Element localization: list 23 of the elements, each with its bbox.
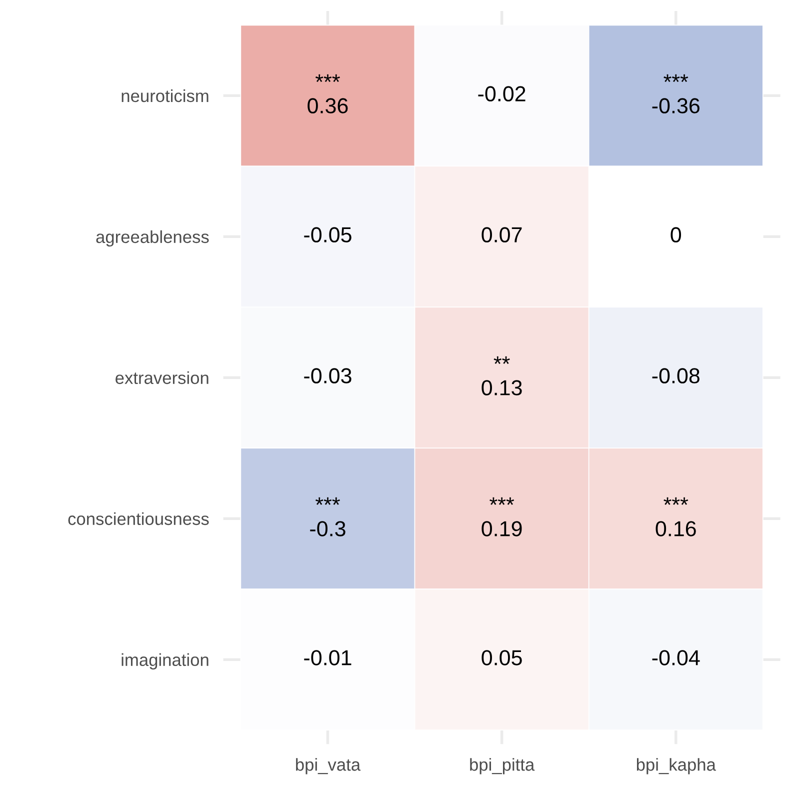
x-tick-label: bpi_vata: [296, 758, 361, 774]
y-tick-label: neuroticism: [122, 89, 208, 102]
data-label: -0.02: [478, 86, 526, 102]
data-label: -0.03: [304, 368, 352, 384]
y-tick-label: conscientiousness: [68, 512, 209, 526]
data-label: -0.04: [652, 650, 700, 666]
data-label: *** -0.3: [310, 497, 346, 536]
data-label: 0.05: [482, 650, 522, 666]
y-tick-label: agreeableness: [96, 230, 209, 247]
data-label: *** 0.16: [656, 497, 696, 536]
data-label: 0: [670, 227, 682, 242]
y-tick-label: extraversion: [116, 371, 208, 384]
x-tick-label: bpi_kapha: [636, 758, 716, 774]
data-label: *** -0.36: [652, 74, 700, 114]
data-label: -0.08: [652, 368, 700, 384]
data-label: -0.01: [304, 650, 352, 666]
data-label: 0.07: [482, 227, 522, 242]
data-label: *** 0.19: [482, 497, 522, 536]
data-label: *** 0.36: [308, 74, 348, 114]
y-tick-label: imagination: [122, 653, 208, 670]
data-label: -0.05: [304, 227, 352, 242]
x-tick-label: bpi_pitta: [470, 758, 535, 774]
data-label: ** 0.13: [482, 356, 522, 396]
